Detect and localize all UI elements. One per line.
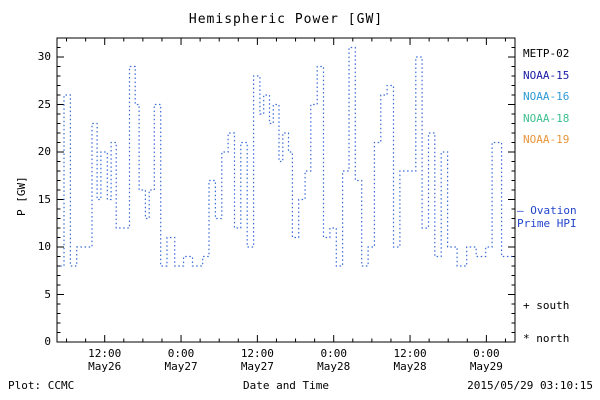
x-tick-date: May29 [469,360,503,373]
x-axis-label: Date and Time [242,379,330,392]
legend-item-noaa-19: NOAA-19 [523,133,570,146]
ovation-note-line1: — Ovation [517,204,577,217]
legend-item-noaa-16: NOAA-16 [523,90,570,103]
y-tick-label: 15 [37,192,51,206]
x-tick-time: 12:00 [240,347,274,360]
x-tick-time: 12:00 [393,347,427,360]
y-tick-label: 5 [44,287,51,301]
y-tick-label: 30 [37,50,51,63]
ovation-note-line2: Prime HPI [517,217,577,230]
footer-plot-source: Plot: CCMC [8,379,75,392]
legend-item-metp-02: METP-02 [523,47,570,60]
legend-item-noaa-15: NOAA-15 [523,68,570,82]
y-tick-label: 10 [37,240,51,253]
x-tick-date: May28 [317,360,351,373]
south-marker-label: + south [523,299,570,312]
x-tick-time: 12:00 [88,347,122,360]
chart-title: Hemispheric Power [GW] [188,12,384,27]
y-tick-label: 0 [44,335,51,348]
legend-item-noaa-18: NOAA-18 [523,111,570,125]
x-tick-date: May26 [88,360,122,373]
x-tick-time: 0:00 [167,347,195,360]
footer-timestamp: 2015/05/29 03:10:15 [467,379,593,392]
x-tick-time: 0:00 [473,347,500,360]
x-tick-time: 0:00 [320,347,347,360]
x-tick-date: May27 [164,360,198,373]
x-tick-date: May28 [393,360,427,373]
north-marker-label: * north [523,332,570,345]
x-tick-date: May27 [240,360,274,373]
y-tick-label: 20 [37,145,51,158]
axes-frame [56,37,516,343]
hpi-step-line [60,46,514,267]
y-tick-label: 25 [37,97,51,111]
